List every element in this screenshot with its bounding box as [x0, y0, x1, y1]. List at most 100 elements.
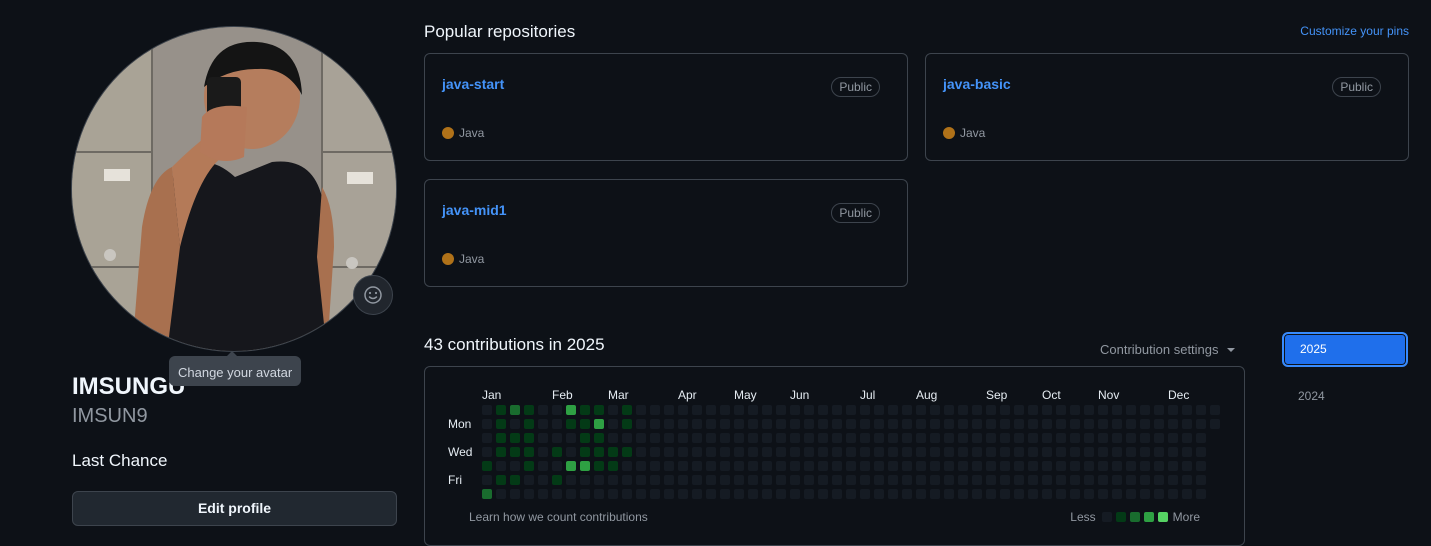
contribution-day-cell[interactable]	[566, 475, 576, 485]
contribution-day-cell[interactable]	[594, 419, 604, 429]
contribution-day-cell[interactable]	[1028, 405, 1038, 415]
contribution-day-cell[interactable]	[1196, 433, 1206, 443]
contribution-day-cell[interactable]	[846, 405, 856, 415]
contribution-day-cell[interactable]	[1028, 419, 1038, 429]
contribution-day-cell[interactable]	[1126, 489, 1136, 499]
contribution-day-cell[interactable]	[720, 475, 730, 485]
contribution-day-cell[interactable]	[580, 419, 590, 429]
contribution-day-cell[interactable]	[650, 489, 660, 499]
contribution-day-cell[interactable]	[580, 475, 590, 485]
contribution-day-cell[interactable]	[762, 475, 772, 485]
contribution-day-cell[interactable]	[930, 489, 940, 499]
contribution-day-cell[interactable]	[832, 405, 842, 415]
contribution-day-cell[interactable]	[888, 489, 898, 499]
contribution-day-cell[interactable]	[720, 405, 730, 415]
contribution-day-cell[interactable]	[944, 405, 954, 415]
contribution-day-cell[interactable]	[1112, 405, 1122, 415]
contribution-day-cell[interactable]	[482, 461, 492, 471]
contribution-day-cell[interactable]	[1112, 461, 1122, 471]
contribution-day-cell[interactable]	[734, 461, 744, 471]
contribution-day-cell[interactable]	[510, 447, 520, 457]
contribution-day-cell[interactable]	[552, 461, 562, 471]
contribution-day-cell[interactable]	[706, 447, 716, 457]
contribution-day-cell[interactable]	[1014, 489, 1024, 499]
contribution-day-cell[interactable]	[818, 447, 828, 457]
set-status-button[interactable]	[353, 275, 393, 315]
contribution-day-cell[interactable]	[986, 405, 996, 415]
contribution-day-cell[interactable]	[944, 489, 954, 499]
contribution-day-cell[interactable]	[916, 489, 926, 499]
contribution-day-cell[interactable]	[664, 419, 674, 429]
contribution-day-cell[interactable]	[944, 461, 954, 471]
contribution-day-cell[interactable]	[986, 419, 996, 429]
contribution-day-cell[interactable]	[524, 447, 534, 457]
repo-name-link[interactable]: java-start	[442, 76, 505, 92]
contribution-day-cell[interactable]	[510, 475, 520, 485]
contribution-day-cell[interactable]	[1070, 475, 1080, 485]
contribution-day-cell[interactable]	[538, 433, 548, 443]
contribution-day-cell[interactable]	[1154, 433, 1164, 443]
contribution-day-cell[interactable]	[1014, 433, 1024, 443]
contribution-day-cell[interactable]	[986, 489, 996, 499]
contribution-day-cell[interactable]	[902, 461, 912, 471]
contribution-day-cell[interactable]	[650, 475, 660, 485]
contribution-day-cell[interactable]	[1084, 433, 1094, 443]
contribution-day-cell[interactable]	[720, 447, 730, 457]
contribution-day-cell[interactable]	[1126, 475, 1136, 485]
contribution-day-cell[interactable]	[594, 447, 604, 457]
contribution-day-cell[interactable]	[1182, 447, 1192, 457]
contribution-day-cell[interactable]	[1112, 419, 1122, 429]
contribution-day-cell[interactable]	[1112, 447, 1122, 457]
contribution-day-cell[interactable]	[552, 405, 562, 415]
contribution-day-cell[interactable]	[804, 461, 814, 471]
contribution-day-cell[interactable]	[1210, 419, 1220, 429]
contribution-day-cell[interactable]	[608, 461, 618, 471]
contribution-day-cell[interactable]	[972, 475, 982, 485]
contribution-day-cell[interactable]	[790, 433, 800, 443]
contribution-day-cell[interactable]	[734, 489, 744, 499]
contribution-day-cell[interactable]	[1140, 475, 1150, 485]
contribution-day-cell[interactable]	[902, 475, 912, 485]
contribution-day-cell[interactable]	[818, 433, 828, 443]
contribution-day-cell[interactable]	[874, 475, 884, 485]
contribution-day-cell[interactable]	[1056, 433, 1066, 443]
contribution-day-cell[interactable]	[1126, 433, 1136, 443]
contribution-day-cell[interactable]	[650, 461, 660, 471]
contribution-day-cell[interactable]	[496, 447, 506, 457]
contribution-day-cell[interactable]	[1084, 461, 1094, 471]
contribution-day-cell[interactable]	[1140, 405, 1150, 415]
contribution-day-cell[interactable]	[1154, 461, 1164, 471]
contribution-day-cell[interactable]	[1056, 475, 1066, 485]
contribution-day-cell[interactable]	[762, 447, 772, 457]
contribution-day-cell[interactable]	[538, 419, 548, 429]
contribution-day-cell[interactable]	[1098, 475, 1108, 485]
contribution-day-cell[interactable]	[1140, 433, 1150, 443]
contribution-day-cell[interactable]	[1098, 447, 1108, 457]
avatar[interactable]	[71, 26, 397, 352]
contribution-day-cell[interactable]	[1154, 447, 1164, 457]
contribution-day-cell[interactable]	[636, 475, 646, 485]
contribution-day-cell[interactable]	[580, 489, 590, 499]
contribution-day-cell[interactable]	[832, 461, 842, 471]
contribution-day-cell[interactable]	[566, 489, 576, 499]
contribution-day-cell[interactable]	[734, 447, 744, 457]
contribution-day-cell[interactable]	[776, 405, 786, 415]
contribution-day-cell[interactable]	[720, 461, 730, 471]
contribution-day-cell[interactable]	[734, 475, 744, 485]
contribution-day-cell[interactable]	[678, 461, 688, 471]
contribution-day-cell[interactable]	[1168, 419, 1178, 429]
contribution-day-cell[interactable]	[1168, 461, 1178, 471]
contribution-day-cell[interactable]	[832, 475, 842, 485]
contribution-day-cell[interactable]	[972, 461, 982, 471]
contribution-day-cell[interactable]	[608, 433, 618, 443]
contribution-day-cell[interactable]	[902, 433, 912, 443]
contribution-day-cell[interactable]	[972, 489, 982, 499]
contribution-day-cell[interactable]	[622, 475, 632, 485]
contribution-day-cell[interactable]	[692, 475, 702, 485]
contribution-day-cell[interactable]	[608, 405, 618, 415]
contribution-day-cell[interactable]	[860, 447, 870, 457]
repo-name-link[interactable]: java-basic	[943, 76, 1011, 92]
contribution-day-cell[interactable]	[1028, 475, 1038, 485]
contribution-day-cell[interactable]	[1042, 475, 1052, 485]
contribution-day-cell[interactable]	[664, 489, 674, 499]
